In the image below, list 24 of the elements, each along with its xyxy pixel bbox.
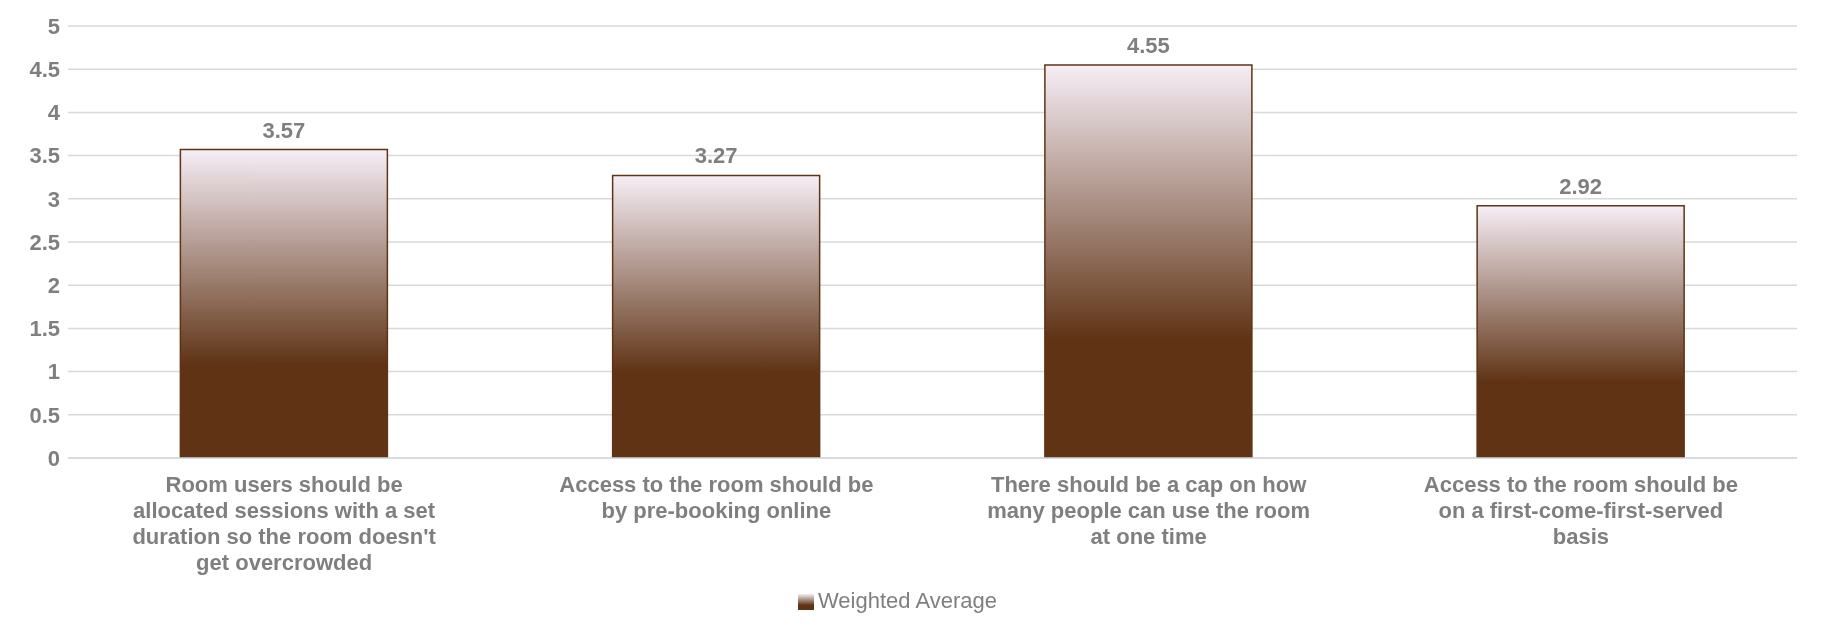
y-tick-label: 3.5 <box>29 143 60 169</box>
bar <box>179 148 389 458</box>
y-tick-label: 2 <box>47 273 60 299</box>
data-label: 3.27 <box>694 143 738 169</box>
x-tick-label: Access to the room should be by pre-booking online <box>559 472 874 523</box>
y-tick-label: 0.5 <box>29 402 60 428</box>
data-label: 4.55 <box>1126 32 1170 58</box>
data-label: 3.57 <box>262 117 306 143</box>
x-tick-label: There should be a cap on how many people can use the room at one time <box>987 472 1310 549</box>
y-tick-label: 1.5 <box>29 316 60 342</box>
y-tick-label: 5 <box>47 13 60 39</box>
y-tick-label: 2.5 <box>29 229 60 255</box>
y-tick-label: 1 <box>47 359 60 385</box>
bar <box>611 174 821 458</box>
bar <box>1044 64 1253 458</box>
y-tick-label: 0 <box>47 445 60 471</box>
y-tick-label: 4 <box>47 100 61 126</box>
x-tick-label: Access to the room should be on a first-come-first-served basis <box>1423 472 1738 549</box>
y-tick-label: 4.5 <box>29 57 60 83</box>
x-tick-label: Room users should be allocated sessions with a set duration so the room doesn't get overcrowded <box>132 472 437 575</box>
legend-label: Weighted Average <box>818 588 997 613</box>
bar <box>1476 204 1685 458</box>
y-tick-label: 3 <box>47 186 60 212</box>
data-label: 2.92 <box>1559 173 1603 199</box>
